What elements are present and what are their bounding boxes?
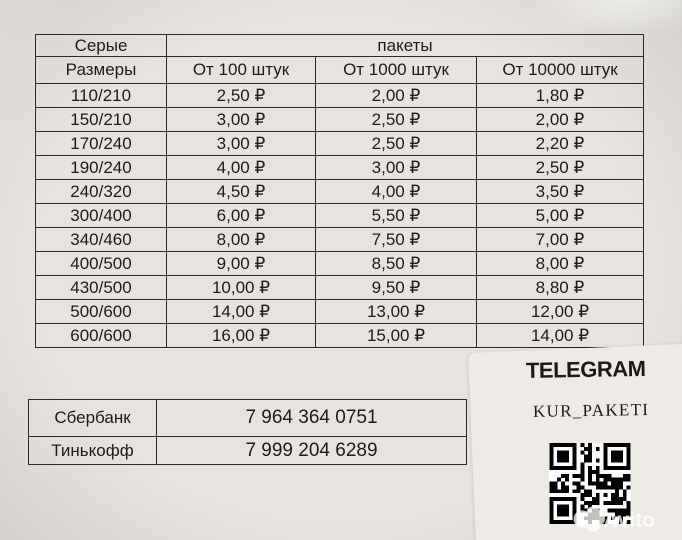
svg-text:Avito: Avito xyxy=(603,509,655,532)
